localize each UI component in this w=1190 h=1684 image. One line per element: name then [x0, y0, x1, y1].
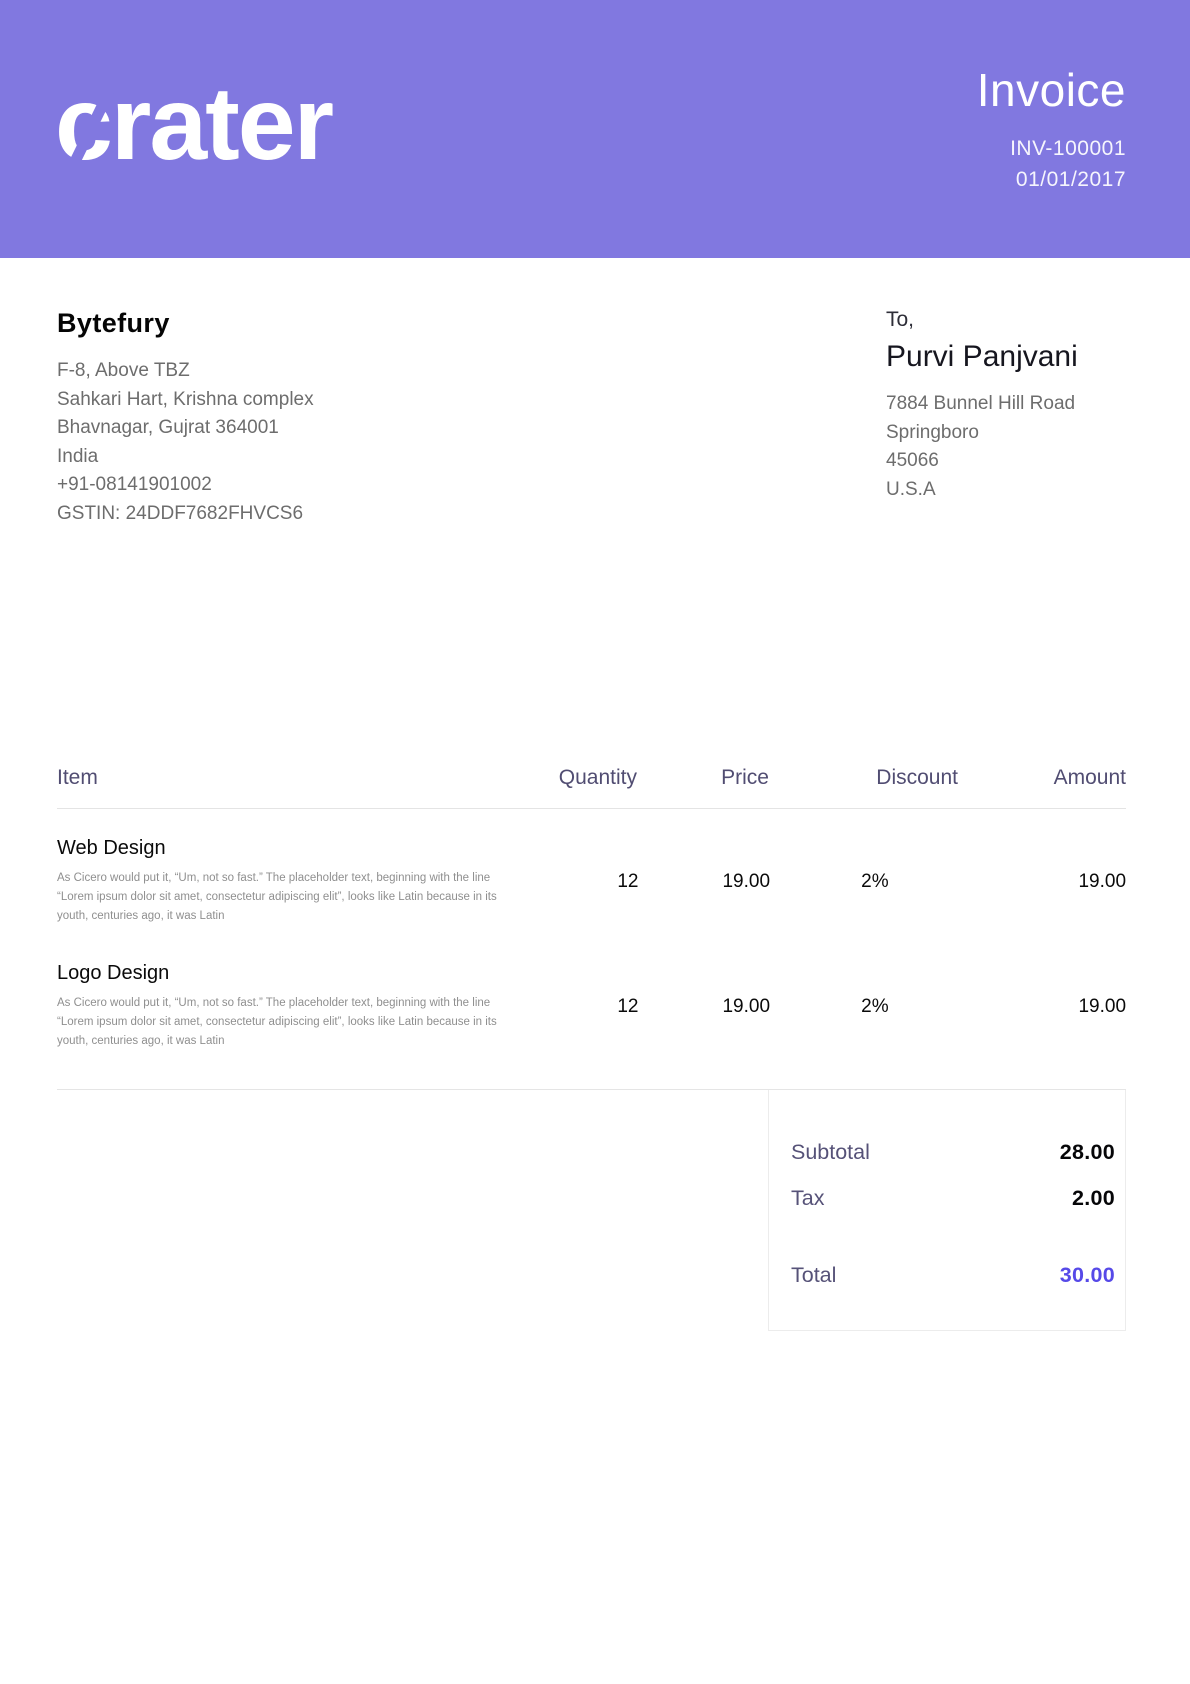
item-cell: Web Design As Cicero would put it, “Um, …: [57, 837, 499, 926]
buyer-address-line: U.S.A: [886, 478, 936, 500]
invoice-title: Invoice: [976, 64, 1126, 116]
buyer-address-line: Springboro: [886, 421, 979, 443]
crater-logo-text: crater: [55, 66, 334, 182]
total-label: Total: [791, 1262, 837, 1287]
buyer-address-line: 45066: [886, 450, 939, 471]
total-row: Total 30.00: [791, 1263, 1115, 1288]
item-discount: 2%: [861, 995, 889, 1017]
crater-logo: crater: [55, 72, 371, 188]
buyer-block: To, Purvi Panjvani 7884 Bunnel Hill Road…: [886, 308, 1126, 528]
total-value: 30.00: [1059, 1262, 1115, 1287]
buyer-name: Purvi Panjvani: [886, 340, 1078, 373]
parties-section: Bytefury F-8, Above TBZ Sahkari Hart, Kr…: [0, 258, 1190, 528]
invoice-meta: Invoice INV-100001 01/01/2017: [977, 63, 1126, 195]
items-table: Item Quantity Price Discount Amount Web …: [57, 766, 1126, 1331]
item-discount: 2%: [861, 871, 889, 892]
table-row: Logo Design As Cicero would put it, “Um,…: [57, 926, 1126, 1051]
seller-address-line: Sahkari Hart, Krishna complex: [57, 388, 314, 410]
seller-block: Bytefury F-8, Above TBZ Sahkari Hart, Kr…: [57, 308, 314, 528]
seller-address-line: India: [57, 445, 99, 467]
item-quantity: 12: [617, 871, 639, 892]
item-description: As Cicero would put it, “Um, not so fast…: [57, 872, 497, 922]
tax-label: Tax: [791, 1185, 825, 1210]
item-price: 19.00: [722, 871, 771, 892]
items-table-footer: Subtotal 28.00 Tax 2.00 Total 30.00: [57, 1088, 1126, 1331]
invoice-date: 01/01/2017: [1015, 168, 1126, 191]
column-header-price: Price: [721, 766, 769, 789]
column-header-discount: Discount: [876, 766, 958, 789]
item-quantity: 12: [617, 995, 639, 1017]
subtotal-row: Subtotal 28.00: [791, 1140, 1115, 1165]
invoice-number: INV-100001: [1010, 137, 1126, 160]
table-row: Web Design As Cicero would put it, “Um, …: [57, 809, 1126, 926]
logo-slash-decoration: [338, 98, 371, 154]
item-amount: 19.00: [1078, 995, 1127, 1017]
tax-value: 2.00: [1071, 1185, 1115, 1210]
buyer-address-line: 7884 Bunnel Hill Road: [886, 393, 1076, 414]
tax-row: Tax 2.00: [791, 1186, 1115, 1211]
subtotal-value: 28.00: [1059, 1139, 1115, 1164]
column-header-amount: Amount: [1053, 766, 1126, 789]
item-cell: Logo Design As Cicero would put it, “Um,…: [57, 962, 499, 1051]
seller-gstin: GSTIN: 24DDF7682FHVCS6: [57, 502, 304, 524]
seller-address-line: Bhavnagar, Gujrat 364001: [57, 417, 279, 438]
subtotal-label: Subtotal: [791, 1139, 870, 1164]
item-amount: 19.00: [1078, 871, 1127, 892]
seller-phone: +91-08141901002: [57, 474, 212, 495]
invoice-header-banner: crater Invoice INV-100001 01/01/2017: [0, 0, 1190, 258]
seller-name: Bytefury: [57, 308, 170, 338]
buyer-to-label: To,: [886, 308, 915, 331]
totals-panel: Subtotal 28.00 Tax 2.00 Total 30.00: [768, 1089, 1126, 1331]
item-price: 19.00: [722, 995, 771, 1017]
items-table-header: Item Quantity Price Discount Amount: [57, 766, 1126, 809]
seller-address-line: F-8, Above TBZ: [57, 360, 190, 381]
item-name: Logo Design: [57, 961, 170, 984]
column-header-quantity: Quantity: [558, 766, 637, 789]
item-name: Web Design: [57, 837, 166, 859]
column-header-item: Item: [57, 766, 98, 789]
item-description: As Cicero would put it, “Um, not so fast…: [57, 996, 497, 1047]
